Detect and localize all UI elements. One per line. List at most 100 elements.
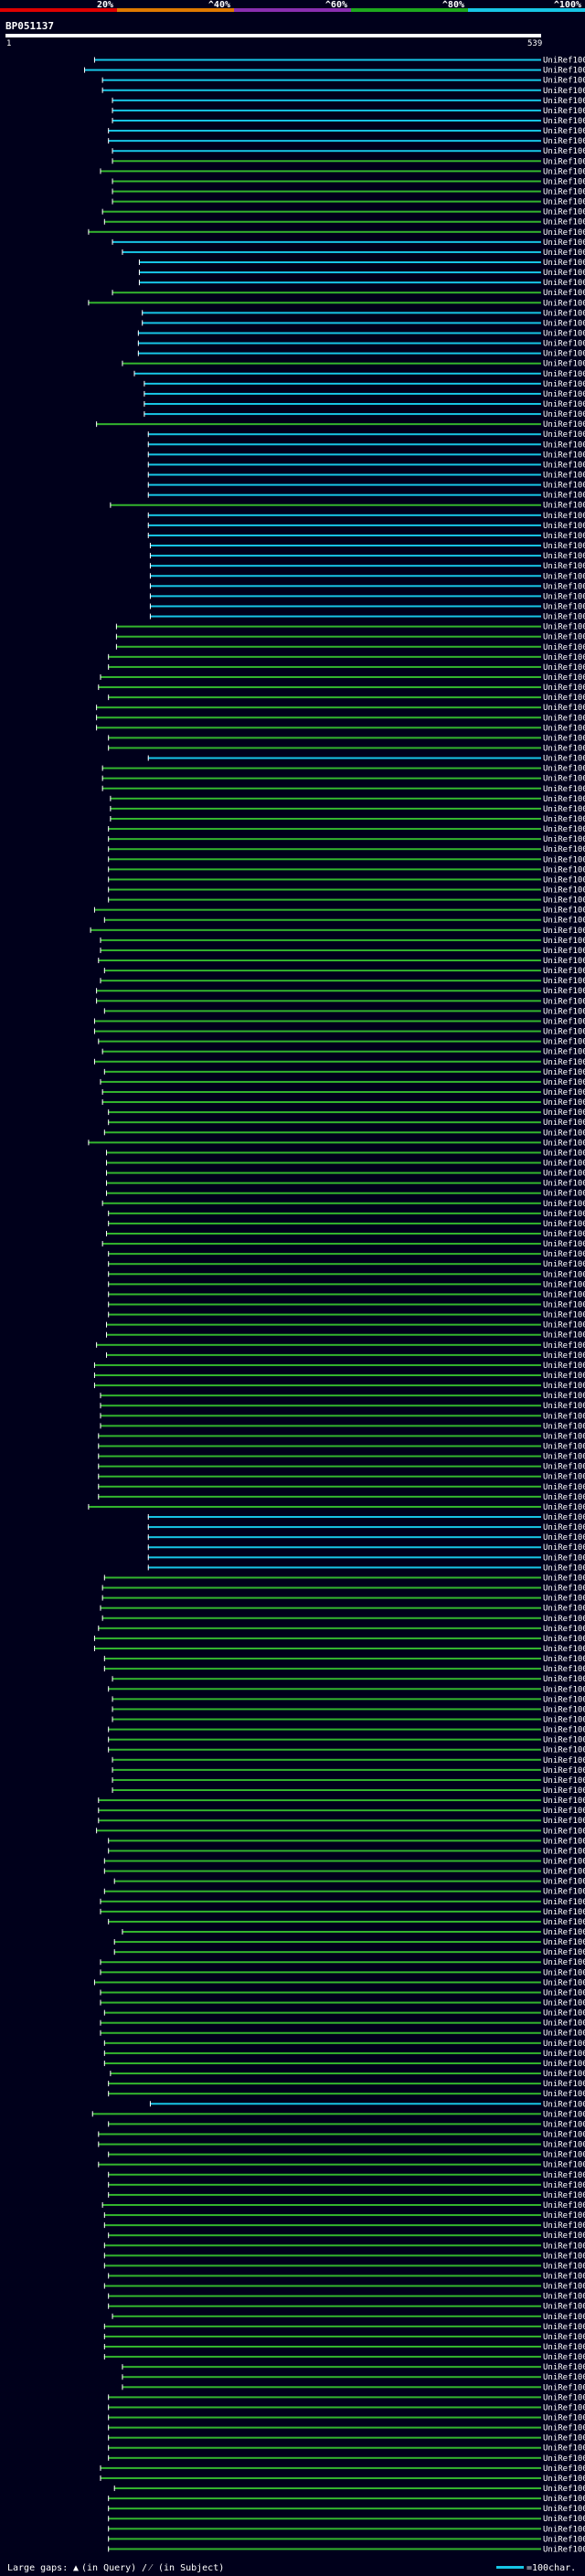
hit-label[interactable]: UniRef100_Q85TW7 [543, 1453, 585, 1462]
hit-label[interactable]: UniRef100_UPI000... [543, 2110, 585, 2119]
hit-label[interactable]: UniRef100_UPI000... [543, 249, 585, 258]
hit-label[interactable]: UniRef100_B8A2L6 [543, 1513, 585, 1522]
hit-label[interactable]: UniRef100_B9R8R7 [543, 2141, 585, 2150]
hit-label[interactable]: UniRef100_Q49840 [543, 2009, 585, 2019]
hit-label[interactable]: UniRef100_UPI000... [543, 2252, 585, 2261]
hit-label[interactable]: UniRef100_Q93WM7 [543, 825, 585, 834]
hit-label[interactable]: UniRef100_A9NU89 [543, 1533, 585, 1542]
hit-label[interactable]: UniRef100_B5LBD2 [543, 239, 585, 248]
hit-label[interactable]: UniRef100_B9T046 [543, 1048, 585, 1057]
hit-label[interactable]: UniRef100_Q2V440 [543, 623, 585, 632]
hit-label[interactable]: UniRef100_Q1AMQ1 [543, 1645, 585, 1654]
hit-label[interactable]: UniRef100_Q1AMQ4 [543, 1635, 585, 1644]
hit-label[interactable]: UniRef100_A9BSS3 [543, 1736, 585, 1745]
hit-label[interactable]: UniRef100_B7ZXE4 [543, 937, 585, 946]
hit-label[interactable]: UniRef100_A2YFW7 [543, 1858, 585, 1867]
hit-label[interactable]: UniRef100_B8BP00 [543, 1301, 585, 1310]
hit-label[interactable]: UniRef100_Q1ANC2 [543, 482, 585, 491]
hit-label[interactable]: UniRef100_A3BT54 [543, 218, 585, 228]
hit-label[interactable]: UniRef100_A7Q288 [543, 1170, 585, 1179]
hit-label[interactable]: UniRef100_Q84186 [543, 1412, 585, 1421]
hit-label[interactable]: UniRef100_B9HFB2 [543, 1523, 585, 1532]
hit-label[interactable]: UniRef100_B9S7I6 [543, 2545, 585, 2554]
hit-label[interactable]: UniRef100_B9HMN1 [543, 1988, 585, 1998]
hit-label[interactable]: UniRef100_B9HM14 [543, 167, 585, 176]
hit-label[interactable]: UniRef100_B9FDE6 [543, 967, 585, 976]
hit-label[interactable]: UniRef100_C6CRU1 [543, 198, 585, 207]
hit-label[interactable]: UniRef100_Q3BB07 [543, 1311, 585, 1320]
hit-label[interactable]: UniRef100_A7NYZ7 [543, 279, 585, 288]
hit-label[interactable]: UniRef100_B9IJT0 [543, 977, 585, 986]
hit-label[interactable]: UniRef100_C6TFT2 [543, 360, 585, 369]
hit-label[interactable]: UniRef100_C5XRY5 [543, 228, 585, 238]
hit-label[interactable]: UniRef100_Q0J2C1 [543, 1240, 585, 1249]
hit-label[interactable]: UniRef100_Q9JJT3 [543, 1432, 585, 1441]
hit-label[interactable]: UniRef100_C0HGD3 [543, 704, 585, 713]
hit-label[interactable]: UniRef100_B8B3A0 [543, 2060, 585, 2069]
hit-label[interactable]: UniRef100_B9MCQ6 [543, 2242, 585, 2251]
hit-label[interactable]: UniRef100_A9RXX4 [543, 1108, 585, 1118]
hit-label[interactable]: UniRef100_B6SVU2 [543, 1341, 585, 1351]
hit-label[interactable]: UniRef100_B9RTR5 [543, 2201, 585, 2210]
hit-label[interactable]: UniRef100_C6ZRY1 [543, 2050, 585, 2059]
hit-label[interactable]: UniRef100_B4FZY5 [543, 350, 585, 359]
hit-label[interactable]: UniRef100_B9S2M1 [543, 147, 585, 156]
hit-label[interactable]: UniRef100_A6P876 [543, 855, 585, 864]
hit-label[interactable]: UniRef100_B6TD49 [543, 542, 585, 551]
hit-label[interactable]: UniRef100_Q84551 [543, 1190, 585, 1199]
hit-label[interactable]: UniRef100_C5YJF1 [543, 461, 585, 470]
hit-label[interactable]: UniRef100_B7FKV7 [543, 512, 585, 521]
hit-label[interactable]: UniRef100_P46573 [543, 643, 585, 652]
hit-label[interactable]: UniRef100_A7PIW4 [543, 177, 585, 186]
hit-label[interactable]: UniRef100_Q9LFD4 [543, 1938, 585, 1947]
hit-label[interactable]: UniRef100_B4FP56 [543, 1776, 585, 1786]
hit-label[interactable]: UniRef100_UPI000... [543, 1007, 585, 1016]
hit-label[interactable]: UniRef100_C5Z7C2 [543, 1968, 585, 1977]
hit-label[interactable]: UniRef100_B9MUF4 [543, 2151, 585, 2160]
hit-label[interactable]: UniRef100_B9IN37 [543, 1574, 585, 1583]
hit-label[interactable]: UniRef100_A7PDW6 [543, 2485, 585, 2494]
hit-label[interactable]: UniRef100_B9SAC0 [543, 663, 585, 673]
hit-label[interactable]: UniRef100_A5AMK5 [543, 1180, 585, 1189]
hit-label[interactable]: UniRef100_C5X3C9 [543, 653, 585, 663]
hit-label[interactable]: UniRef100_C2EF50 [543, 755, 585, 764]
hit-label[interactable]: UniRef100_Q9LFP7 [543, 744, 585, 753]
hit-label[interactable]: UniRef100_B9H667 [543, 1605, 585, 1614]
hit-label[interactable]: UniRef100_A5CAS1 [543, 2495, 585, 2504]
hit-label[interactable]: UniRef100_C6TJ81 [543, 1695, 585, 1704]
hit-label[interactable]: UniRef100_B9HXD5 [543, 1078, 585, 1087]
hit-label[interactable]: UniRef100_UPI000... [543, 2293, 585, 2302]
hit-label[interactable]: UniRef100_B4FAX3 [543, 1503, 585, 1512]
hit-label[interactable]: UniRef100_B9H049 [543, 1392, 585, 1401]
hit-label[interactable]: UniRef100_Q9ZUF4 [543, 2424, 585, 2433]
hit-label[interactable]: UniRef100_B9S2S0 [543, 957, 585, 966]
hit-label[interactable]: UniRef100_C6ZRP0 [543, 1290, 585, 1299]
hit-label[interactable]: UniRef100_UPI000... [543, 157, 585, 166]
hit-label[interactable]: UniRef100_A2XD66 [543, 2444, 585, 2454]
hit-label[interactable]: UniRef100_UPI000... [543, 1129, 585, 1138]
hit-label[interactable]: UniRef100_C6ZRQ0 [543, 2333, 585, 2342]
hit-label[interactable]: UniRef100_C6ZRX8 [543, 208, 585, 217]
hit-label[interactable]: UniRef100_Q7XV89 [543, 2454, 585, 2464]
hit-label[interactable]: UniRef100_C5Y1B4 [543, 1564, 585, 1573]
hit-label[interactable]: UniRef100_B9SMD4 [543, 673, 585, 683]
hit-label[interactable]: UniRef100_B9HMW2 [543, 1220, 585, 1229]
hit-label[interactable]: UniRef100_UPI000... [543, 2019, 585, 2029]
hit-label[interactable]: UniRef100_B6TR03 [543, 734, 585, 743]
hit-label[interactable]: UniRef100_A7PYF5 [543, 1028, 585, 1037]
hit-label[interactable]: UniRef100_C0PEU7 [543, 522, 585, 531]
hit-label[interactable]: UniRef100_Q10R61 [543, 1473, 585, 1482]
hit-label[interactable]: UniRef100_Q1ANC1 [543, 492, 585, 501]
hit-label[interactable]: UniRef100_C6TBG9 [543, 57, 585, 66]
hit-label[interactable]: UniRef100_Q8S1I6 [543, 1807, 585, 1816]
hit-label[interactable]: UniRef100_A7PG28 [543, 2434, 585, 2443]
hit-label[interactable]: UniRef100_Q65UV8 [543, 259, 585, 268]
hit-label[interactable]: UniRef100_Q1W0X1 [543, 97, 585, 106]
hit-label[interactable]: UniRef100_B4FL01 [543, 562, 585, 571]
hit-label[interactable]: UniRef100_B4LU48 [543, 2343, 585, 2352]
hit-label[interactable]: UniRef100_B7FJL9 [543, 472, 585, 481]
hit-label[interactable]: UniRef100_Q2PEU0 [543, 370, 585, 379]
hit-label[interactable]: UniRef100_C5NQ22 [543, 613, 585, 622]
hit-label[interactable]: UniRef100_A7QWP1 [543, 2171, 585, 2180]
hit-label[interactable]: UniRef100_C6ZRS1 [543, 299, 585, 308]
